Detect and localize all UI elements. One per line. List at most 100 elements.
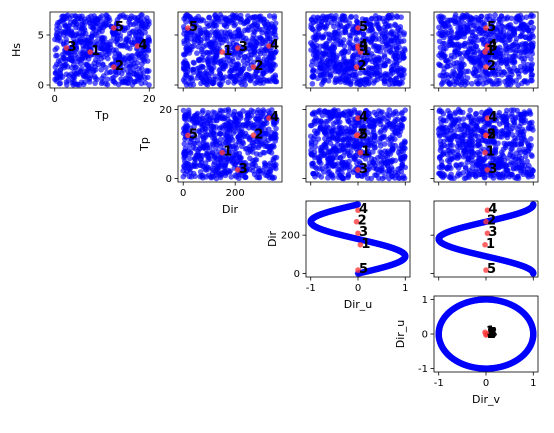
background-point <box>134 36 141 43</box>
background-point <box>67 31 74 38</box>
background-point <box>515 16 521 22</box>
background-point <box>205 58 212 65</box>
background-point <box>400 67 406 74</box>
background-point <box>511 57 517 64</box>
background-point <box>476 74 483 81</box>
background-point <box>335 161 341 167</box>
background-point <box>207 156 213 162</box>
background-point <box>520 133 527 140</box>
background-point <box>103 12 109 18</box>
background-point <box>245 38 251 44</box>
background-point <box>337 66 344 73</box>
background-point <box>481 155 488 162</box>
background-point <box>359 16 366 22</box>
background-point <box>451 175 457 182</box>
background-point <box>446 80 452 86</box>
background-point <box>208 66 215 72</box>
background-points <box>180 106 280 182</box>
background-point <box>528 136 534 142</box>
background-point <box>371 123 377 130</box>
background-point <box>68 65 75 71</box>
background-point <box>128 62 135 68</box>
background-point <box>391 39 397 46</box>
background-point <box>342 48 348 54</box>
background-point <box>376 139 383 145</box>
background-point <box>506 34 513 41</box>
background-point <box>206 50 213 56</box>
background-point <box>459 79 466 86</box>
background-point <box>382 61 388 67</box>
background-point <box>520 117 526 124</box>
background-point <box>488 124 495 131</box>
background-point <box>365 51 372 58</box>
background-point <box>344 23 350 30</box>
background-point <box>464 80 471 86</box>
background-point <box>398 156 405 162</box>
background-point <box>94 17 101 23</box>
background-point <box>366 123 373 130</box>
background-point <box>376 118 382 125</box>
background-point <box>463 149 470 155</box>
background-point <box>57 57 64 64</box>
background-point <box>201 26 208 33</box>
background-point <box>308 62 315 69</box>
background-point <box>379 114 386 121</box>
background-point <box>323 67 330 74</box>
background-point <box>230 112 237 119</box>
background-point <box>489 113 495 120</box>
background-point <box>372 70 378 76</box>
background-point <box>182 74 188 81</box>
background-point <box>357 77 363 83</box>
background-point <box>235 54 242 61</box>
background-point <box>331 61 337 67</box>
background-point <box>310 73 316 80</box>
background-point <box>372 31 379 38</box>
background-point <box>248 107 255 114</box>
background-point <box>326 13 333 20</box>
background-point <box>373 22 380 28</box>
background-point <box>396 175 402 182</box>
background-point <box>124 24 131 31</box>
background-point <box>212 76 219 83</box>
background-point <box>371 118 378 125</box>
background-point <box>519 126 526 133</box>
background-point <box>477 143 483 149</box>
background-point <box>463 123 470 129</box>
background-point <box>74 81 80 88</box>
background-point <box>271 28 278 35</box>
background-point <box>61 16 67 23</box>
background-point <box>82 18 88 25</box>
background-point <box>349 72 356 79</box>
background-point <box>310 43 316 49</box>
background-point <box>308 47 314 53</box>
background-point <box>236 49 242 56</box>
background-point <box>529 153 535 159</box>
background-point <box>236 31 242 38</box>
background-point <box>246 15 253 22</box>
background-point <box>521 63 528 70</box>
background-point <box>180 107 187 114</box>
background-point <box>389 157 396 163</box>
background-point <box>455 75 461 82</box>
background-point <box>448 127 454 133</box>
background-point <box>248 112 255 119</box>
background-point <box>464 75 471 81</box>
background-point <box>526 109 533 116</box>
background-point <box>327 73 334 80</box>
background-point <box>381 54 388 60</box>
background-point <box>449 147 455 154</box>
background-point <box>203 132 210 138</box>
background-point <box>437 44 444 51</box>
background-point <box>455 106 462 113</box>
background-point <box>309 80 316 87</box>
background-point <box>482 57 489 63</box>
background-point <box>311 118 318 125</box>
background-point <box>514 126 521 132</box>
background-point <box>471 169 478 175</box>
background-point <box>208 123 215 129</box>
background-point <box>482 138 489 144</box>
background-point <box>440 111 447 117</box>
background-point <box>492 130 499 137</box>
background-point <box>399 80 405 86</box>
background-point <box>251 125 257 131</box>
